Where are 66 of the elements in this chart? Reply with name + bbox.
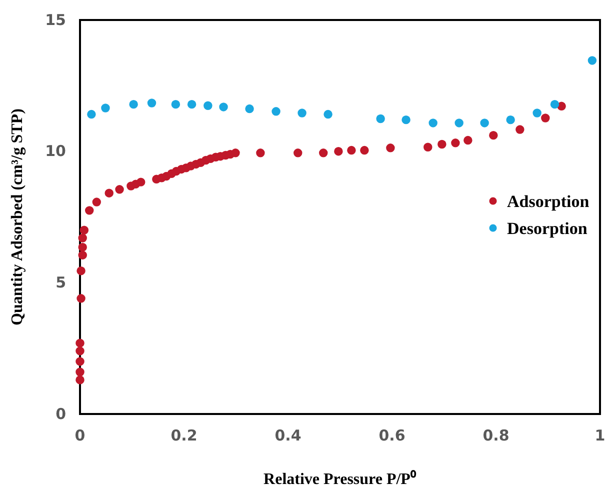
point — [115, 185, 124, 194]
point — [532, 108, 542, 118]
point — [87, 110, 96, 119]
point — [78, 242, 87, 252]
point — [104, 188, 114, 198]
point — [231, 148, 240, 158]
point — [136, 178, 146, 186]
point — [78, 234, 87, 242]
point — [84, 206, 94, 215]
point — [272, 107, 280, 116]
point — [256, 148, 265, 158]
point — [76, 368, 84, 376]
legend-label: Desorption — [507, 219, 588, 238]
y-tick-label: 15 — [45, 10, 66, 29]
x-axis-title: Relative Pressure P/P⁰ — [264, 470, 416, 488]
x-tick-label: 0.6 — [378, 426, 406, 445]
point — [428, 118, 438, 128]
point — [147, 98, 156, 108]
x-tick-label: 1 — [594, 426, 606, 445]
legend-label: Adsorption — [507, 192, 590, 211]
point — [360, 146, 369, 155]
point — [506, 115, 515, 124]
point — [76, 346, 84, 356]
point — [129, 100, 138, 109]
point — [386, 144, 395, 152]
point — [376, 114, 385, 124]
point — [76, 375, 84, 384]
x-tick-label: 0.4 — [274, 426, 302, 445]
point — [76, 357, 84, 366]
point — [480, 118, 489, 128]
point — [298, 108, 306, 118]
point — [588, 56, 597, 65]
point — [402, 115, 410, 124]
point — [451, 138, 460, 148]
point — [294, 148, 302, 158]
point — [245, 104, 254, 114]
x-tick-label: 0 — [74, 426, 86, 445]
y-tick-label: 10 — [45, 142, 66, 160]
point — [204, 101, 212, 110]
point — [76, 266, 86, 276]
y-axis-title: Quantity Adsorbed (cm³/g STP) — [9, 108, 26, 326]
point — [171, 100, 180, 109]
point — [454, 118, 464, 128]
point — [550, 100, 560, 109]
point — [438, 140, 446, 149]
point — [347, 146, 356, 155]
x-tick-label: 0.8 — [482, 426, 510, 445]
point — [187, 100, 196, 109]
y-tick-label: 5 — [56, 273, 66, 292]
point — [464, 136, 472, 145]
point — [219, 102, 228, 112]
point — [424, 142, 432, 152]
point — [80, 226, 89, 234]
point — [516, 125, 524, 134]
y-tick-label: 0 — [56, 404, 66, 423]
point — [76, 338, 84, 348]
point — [318, 148, 328, 158]
point — [101, 104, 110, 112]
point — [541, 114, 550, 122]
x-tick-label: 0.2 — [170, 426, 198, 445]
point — [489, 130, 498, 140]
point — [324, 110, 332, 119]
point — [334, 146, 343, 156]
point — [92, 198, 102, 206]
point — [76, 294, 86, 303]
point — [78, 250, 87, 260]
